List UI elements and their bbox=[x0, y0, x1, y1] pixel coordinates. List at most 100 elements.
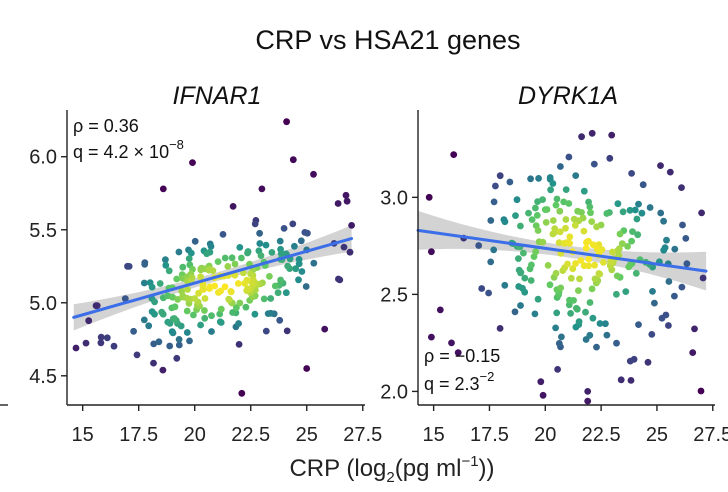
data-point bbox=[291, 242, 298, 250]
data-point bbox=[97, 339, 105, 347]
data-point bbox=[280, 225, 288, 232]
data-point bbox=[283, 118, 290, 126]
data-point bbox=[539, 391, 547, 399]
data-point bbox=[492, 182, 499, 190]
data-point bbox=[587, 209, 594, 217]
data-point bbox=[190, 311, 197, 319]
data-point bbox=[191, 295, 199, 302]
rho-label-dyrk1a: ρ = −0.15 bbox=[424, 346, 500, 366]
data-point bbox=[590, 160, 598, 168]
data-point bbox=[657, 162, 664, 170]
data-point bbox=[635, 321, 642, 328]
data-point bbox=[557, 284, 565, 292]
x-tick-label: 25 bbox=[646, 424, 668, 446]
data-point bbox=[552, 201, 560, 209]
data-point bbox=[584, 388, 592, 395]
data-point bbox=[216, 318, 224, 326]
data-point bbox=[214, 258, 222, 265]
data-point bbox=[103, 334, 111, 342]
data-point bbox=[242, 303, 250, 311]
data-point bbox=[72, 344, 80, 352]
data-point bbox=[276, 237, 284, 245]
data-point bbox=[553, 195, 561, 203]
data-point bbox=[543, 206, 551, 213]
data-point bbox=[148, 283, 156, 291]
data-point bbox=[189, 159, 196, 167]
data-point bbox=[171, 303, 179, 311]
data-point bbox=[150, 359, 157, 367]
x-tick-label: 22.5 bbox=[231, 424, 270, 446]
data-point bbox=[699, 274, 707, 282]
xlabel-pre: CRP (log bbox=[289, 455, 386, 482]
data-point bbox=[595, 270, 603, 277]
data-point bbox=[268, 249, 276, 256]
data-point bbox=[571, 221, 579, 229]
data-point bbox=[588, 129, 596, 137]
data-point bbox=[660, 217, 667, 225]
data-point bbox=[224, 263, 232, 270]
data-point bbox=[277, 276, 284, 284]
data-point bbox=[555, 239, 563, 247]
data-point bbox=[585, 255, 593, 263]
data-point bbox=[436, 306, 444, 314]
data-point bbox=[660, 246, 668, 254]
data-point bbox=[689, 349, 697, 356]
data-point bbox=[658, 314, 666, 322]
data-point bbox=[589, 314, 597, 322]
data-point bbox=[487, 258, 495, 266]
stats-annotation-ifnar1: ρ = 0.36 q = 4.2 × 10−8 bbox=[73, 116, 184, 162]
data-point bbox=[586, 299, 594, 306]
data-point bbox=[201, 314, 209, 322]
data-point bbox=[618, 240, 626, 248]
data-point bbox=[570, 297, 577, 304]
data-point bbox=[236, 244, 244, 251]
figure-title: CRP vs HSA21 genes bbox=[255, 25, 520, 55]
data-point bbox=[528, 261, 535, 269]
data-point bbox=[183, 329, 191, 336]
data-point bbox=[110, 342, 118, 350]
data-point bbox=[235, 320, 243, 327]
data-point bbox=[639, 181, 647, 189]
data-point bbox=[608, 131, 616, 139]
data-point bbox=[631, 206, 639, 214]
plot-area-dyrk1a bbox=[416, 129, 708, 405]
data-point bbox=[534, 227, 542, 234]
data-point bbox=[665, 322, 672, 329]
data-point bbox=[613, 290, 620, 298]
data-point bbox=[256, 229, 263, 237]
x-tick-label: 27.5 bbox=[693, 424, 728, 446]
data-point bbox=[155, 338, 163, 346]
data-point bbox=[448, 339, 455, 347]
data-point bbox=[302, 283, 310, 290]
data-point bbox=[501, 281, 509, 289]
data-point bbox=[211, 282, 219, 290]
y-tick-label: 6.0 bbox=[29, 147, 57, 169]
data-point bbox=[303, 365, 311, 372]
data-point bbox=[425, 193, 433, 201]
data-point bbox=[340, 243, 348, 251]
data-point bbox=[551, 228, 559, 236]
data-point bbox=[258, 185, 266, 193]
data-point bbox=[683, 260, 691, 268]
data-point bbox=[569, 265, 577, 273]
data-point bbox=[614, 247, 622, 254]
y-ticks-ifnar1: 4.5 5.0 5.5 6.0 bbox=[29, 147, 67, 388]
data-point bbox=[565, 153, 573, 161]
data-point bbox=[85, 317, 93, 325]
data-point bbox=[490, 246, 498, 254]
data-point bbox=[663, 236, 670, 244]
y-tick-label: 2.0 bbox=[380, 381, 408, 403]
data-point bbox=[260, 295, 268, 303]
data-point bbox=[238, 389, 246, 397]
data-point bbox=[565, 200, 573, 207]
data-point bbox=[657, 209, 665, 217]
data-point bbox=[151, 310, 158, 318]
data-point bbox=[576, 275, 583, 283]
data-point bbox=[175, 248, 183, 256]
x-tick-label: 27.5 bbox=[343, 424, 382, 446]
data-point bbox=[555, 340, 563, 347]
q-label-ifnar1: q = 4.2 × 10−8 bbox=[73, 137, 184, 162]
data-point bbox=[496, 325, 504, 332]
data-point bbox=[175, 336, 183, 343]
